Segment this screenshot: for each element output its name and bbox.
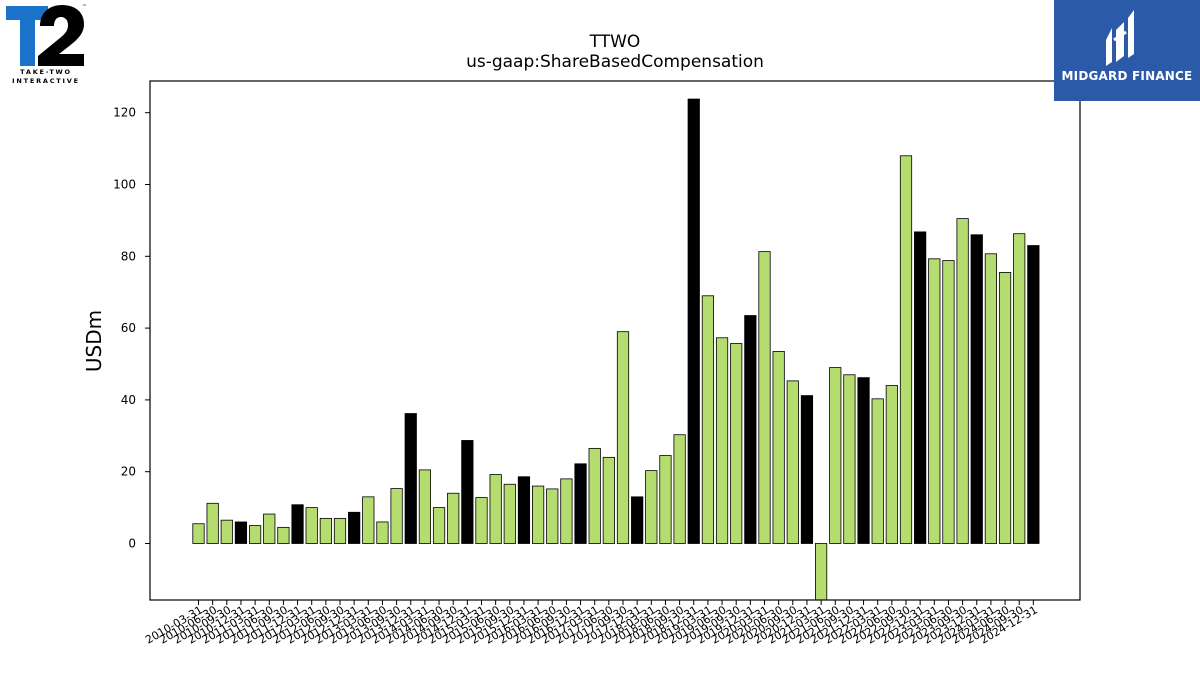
bar-2014-09-30 <box>447 492 460 544</box>
bar-2015-09-30 <box>503 483 516 544</box>
y-tick-label: 0 <box>128 537 136 551</box>
bar-2022-06-30 <box>885 385 898 544</box>
bar-2024-06-30 <box>998 272 1012 544</box>
bar-2018-06-30 <box>659 455 672 544</box>
bar-2022-12-31 <box>914 231 927 544</box>
logo-line-2: INTERACTIVE <box>12 77 80 85</box>
bar-2024-09-30 <box>1013 233 1026 544</box>
bar-2012-12-31 <box>348 511 361 544</box>
bar-2017-12-31 <box>631 496 644 544</box>
midgard-mark-icon <box>1106 10 1134 66</box>
bar-2016-03-31 <box>532 485 545 544</box>
bar-2019-06-30 <box>715 337 729 544</box>
y-tick-label: 80 <box>121 249 136 263</box>
bar-2024-12-31 <box>1027 245 1040 544</box>
t2-mark-icon <box>6 5 84 66</box>
bar-2016-09-30 <box>560 478 573 544</box>
x-axis-ticks: 2010-03-312010-06-302010-09-302010-12-31… <box>143 600 1040 647</box>
bar-2018-12-31 <box>687 98 700 544</box>
y-tick-label: 100 <box>113 178 136 192</box>
bar-2012-09-30 <box>333 517 347 544</box>
bar-2017-03-31 <box>588 447 601 544</box>
bar-2018-09-30 <box>673 434 686 544</box>
bar-2022-09-30 <box>899 155 913 544</box>
bar-2011-03-31 <box>248 525 262 544</box>
bar-2010-09-30 <box>220 519 233 544</box>
take-two-logo: TAKE-TWO INTERACTIVE ™ <box>4 4 88 86</box>
bar-2023-03-31 <box>928 258 941 544</box>
bar-2013-12-31 <box>404 413 417 544</box>
bar-2010-03-31 <box>192 523 205 544</box>
bar-2020-12-31 <box>800 395 814 544</box>
midgard-finance-logo: MIDGARD FINANCE <box>1054 0 1200 101</box>
bar-2010-06-30 <box>206 502 219 544</box>
y-tick-label: 20 <box>121 465 136 479</box>
bar-2024-03-31 <box>984 253 998 544</box>
bars-group <box>192 98 1040 601</box>
bar-2016-06-30 <box>546 488 559 544</box>
bar-2020-09-30 <box>786 380 799 544</box>
bar-2014-12-31 <box>461 440 474 544</box>
bar-2014-03-31 <box>418 469 432 544</box>
bar-2016-12-31 <box>574 463 587 544</box>
bar-2023-12-31 <box>970 234 983 544</box>
bar-2021-03-31 <box>815 543 828 601</box>
bar-2011-06-30 <box>263 513 276 544</box>
bar-2021-09-30 <box>843 374 856 544</box>
y-axis-label: USDm <box>82 310 106 372</box>
bar-2013-06-30 <box>376 521 389 544</box>
bar-2021-12-31 <box>857 377 870 544</box>
y-tick-label: 40 <box>121 393 136 407</box>
bar-2023-06-30 <box>942 260 955 544</box>
trademark-mark: ™ <box>82 4 87 10</box>
bar-2011-12-31 <box>291 504 304 544</box>
bar-2022-03-31 <box>871 398 884 544</box>
bar-2010-12-31 <box>234 521 248 544</box>
chart-title: TTWO <box>589 32 641 52</box>
plot-frame <box>149 80 1081 601</box>
bar-2019-03-31 <box>701 295 715 544</box>
midgard-finance-name: MIDGARD FINANCE <box>1061 69 1193 83</box>
bar-2017-06-30 <box>602 456 615 544</box>
bar-2014-06-30 <box>432 507 446 544</box>
bar-2013-09-30 <box>390 488 403 544</box>
y-axis-ticks: 0 20 40 60 80 100 120 <box>113 106 150 551</box>
y-tick-label: 60 <box>121 321 136 335</box>
bar-2011-09-30 <box>277 526 290 544</box>
chart-subtitle: us-gaap:ShareBasedCompensation <box>466 52 764 72</box>
bar-2013-03-31 <box>362 496 375 544</box>
bar-2019-12-31 <box>744 315 757 544</box>
bar-2023-09-30 <box>956 218 969 544</box>
bar-2020-06-30 <box>772 351 785 544</box>
bar-2019-09-30 <box>730 343 743 544</box>
bar-2017-09-30 <box>616 331 630 544</box>
bar-2012-06-30 <box>319 517 332 544</box>
bar-2018-03-31 <box>645 470 658 544</box>
bar-2012-03-31 <box>305 507 318 544</box>
y-tick-label: 120 <box>113 106 136 120</box>
bar-2015-03-31 <box>475 497 488 544</box>
bar-2021-06-30 <box>829 367 842 544</box>
bar-2015-12-31 <box>517 476 531 544</box>
bar-2015-06-30 <box>489 474 502 544</box>
bar-2020-03-31 <box>758 251 771 544</box>
logo-line-1: TAKE-TWO <box>20 68 72 76</box>
